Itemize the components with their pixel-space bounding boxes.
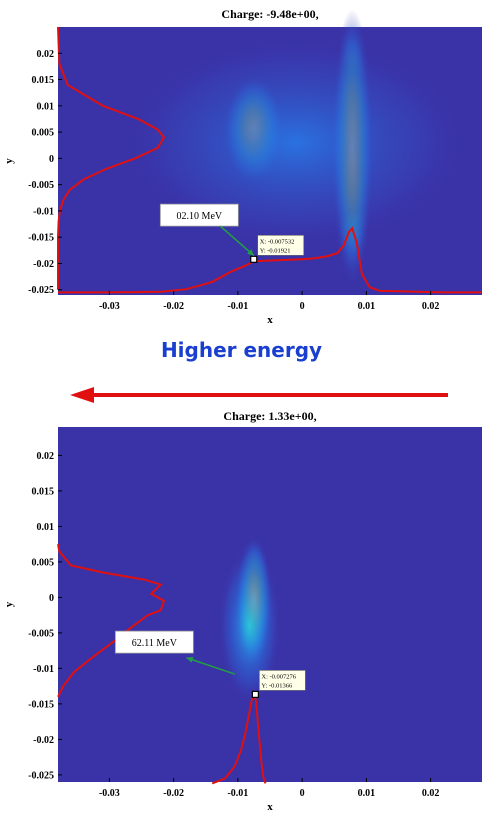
bottom-ytick-label: -0.02 <box>33 735 54 746</box>
top-annotation-arrowhead <box>247 249 254 256</box>
bottom-datatip-x: X: -0.007276 <box>261 673 296 680</box>
bottom-ytick-label: 0.01 <box>37 522 55 533</box>
top-xtick-label: 0.02 <box>422 301 440 312</box>
bottom-ytick-label: 0 <box>49 593 54 604</box>
top-heatmap-svg: Charge: -9.48e+00, -0.03 -0.02 -0.01 0 0.01 0.… <box>3 7 482 326</box>
bottom-datatip-y: Y: -0.01366 <box>261 682 293 689</box>
direction-arrow-svg <box>70 387 448 403</box>
top-ytick-label: -0.005 <box>28 180 54 191</box>
bottom-energy-annotation-label: 62.11 MeV <box>132 638 178 649</box>
top-x-axis-label: x <box>267 314 273 326</box>
bottom-xtick-label: 0 <box>300 788 305 799</box>
bottom-xtick-label: -0.02 <box>163 788 184 799</box>
bottom-xtick-label: 0.02 <box>422 788 440 799</box>
top-ytick-label: 0.02 <box>37 49 55 60</box>
bottom-datatip-marker <box>251 690 259 698</box>
bottom-ytick-label: -0.025 <box>28 770 54 781</box>
bottom-ytick-label: -0.01 <box>33 664 54 675</box>
top-ytick-label: -0.025 <box>28 285 54 296</box>
top-beam-spot <box>126 38 466 247</box>
bottom-energy-annotation-box <box>114 630 194 654</box>
top-datatip-box <box>257 235 305 256</box>
bottom-xtick-label: 0.01 <box>358 788 376 799</box>
bottom-chart-title: Charge: 1.33e+00, <box>223 409 316 423</box>
bottom-xtick-label: -0.03 <box>99 788 120 799</box>
bottom-heatmap-svg: Charge: 1.33e+00, -0.03 -0.02 -0.01 0 0.01 0.0… <box>3 409 482 813</box>
left-arrow-icon <box>70 386 450 404</box>
bottom-beam-spot <box>218 547 281 704</box>
bottom-horizontal-profile-line <box>211 692 267 785</box>
top-ytick-label: 0.015 <box>32 75 55 86</box>
caption-higher-energy: Higher energy <box>160 338 323 362</box>
bottom-datatip-box <box>259 670 306 691</box>
top-ytick-label: 0.005 <box>32 128 55 139</box>
top-xtick-label: -0.01 <box>227 301 248 312</box>
bottom-ytick-label: -0.015 <box>28 699 54 710</box>
bottom-ytick-label: 0.02 <box>37 451 55 462</box>
bottom-xtick-label: -0.01 <box>227 788 248 799</box>
top-plot: Charge: -9.48e+00, -0.03 -0.02 -0.01 0 0.01 0.… <box>0 0 483 335</box>
top-annotation-arrow-line <box>219 225 255 257</box>
top-xtick-label: 0.01 <box>358 301 376 312</box>
top-ytick-label: 0 <box>49 154 54 165</box>
top-datatip-y: Y: -0.01921 <box>260 247 291 254</box>
top-datatip-x: X: -0.007532 <box>260 238 295 245</box>
top-ytick-label: -0.02 <box>33 259 54 270</box>
bottom-annotation-arrowhead <box>186 656 194 663</box>
top-ytick-label: 0.01 <box>37 101 55 112</box>
top-ytick-label: -0.015 <box>28 233 54 244</box>
top-energy-annotation-label: 02.10 MeV <box>177 211 223 222</box>
top-chart-title: Charge: -9.48e+00, <box>221 7 318 21</box>
top-xtick-label: -0.02 <box>163 301 184 312</box>
bottom-vertical-profile-line <box>57 544 166 698</box>
top-y-axis-label: y <box>3 158 15 164</box>
top-energy-annotation-box <box>159 203 239 227</box>
arrow-head <box>70 387 94 403</box>
bottom-annotation-arrow-line <box>186 657 235 675</box>
top-datatip-marker <box>250 255 258 263</box>
bottom-x-axis-label: x <box>267 801 273 813</box>
top-xtick-label: 0 <box>300 301 305 312</box>
top-ytick-label: -0.01 <box>33 206 54 217</box>
top-xtick-label: -0.03 <box>99 301 120 312</box>
bottom-plot: Charge: 1.33e+00, -0.03 -0.02 -0.01 0 0.01 0.0… <box>0 405 483 816</box>
bottom-y-axis-label: y <box>3 601 15 607</box>
bottom-ytick-label: 0.005 <box>32 557 55 568</box>
bottom-ytick-label: 0.015 <box>32 486 55 497</box>
bottom-ytick-label: -0.005 <box>28 628 54 639</box>
top-horizontal-profile-line <box>58 226 482 294</box>
